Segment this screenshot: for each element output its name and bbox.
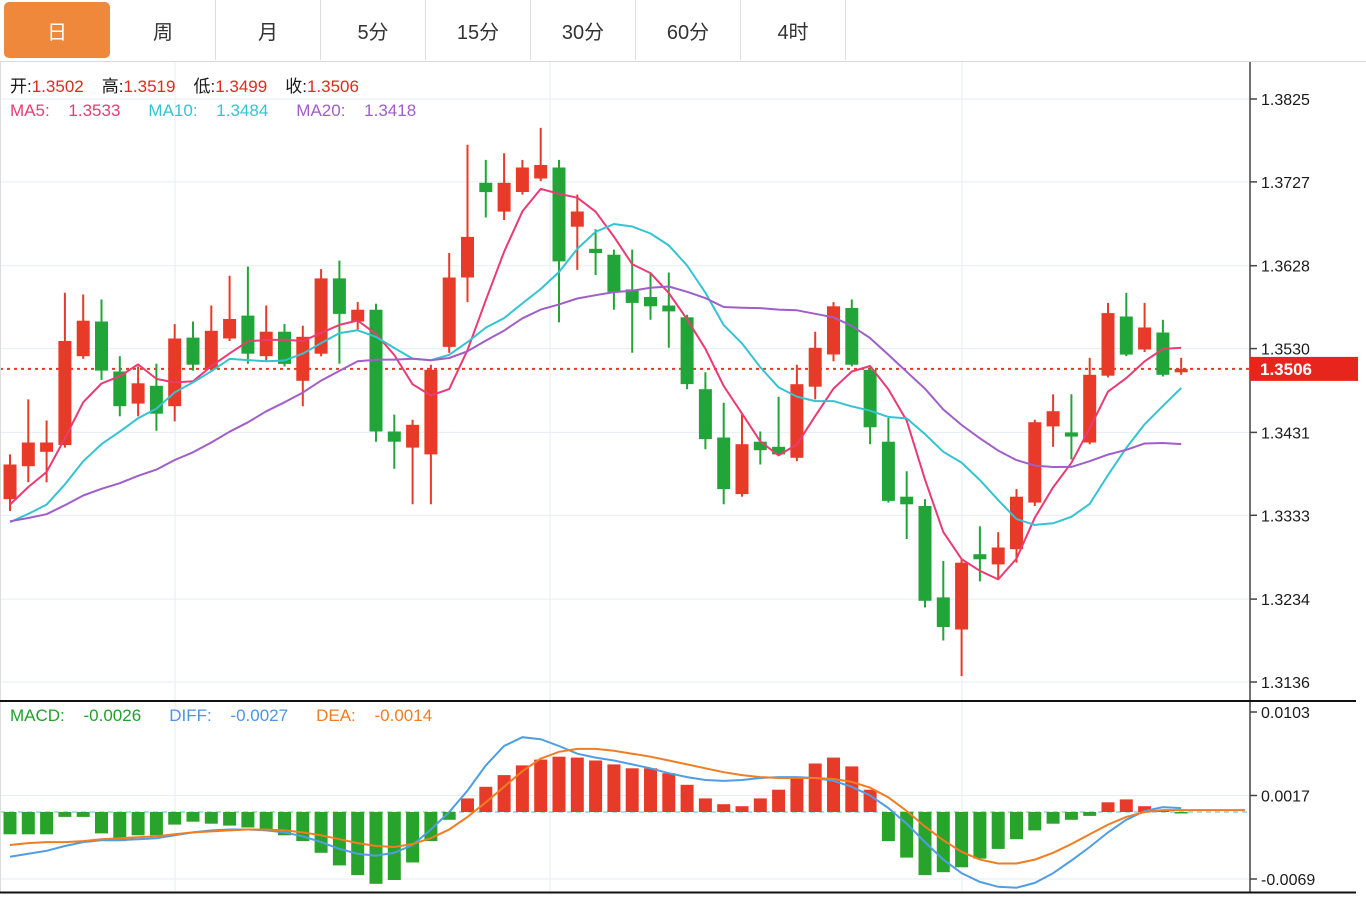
tab-5min[interactable]: 5分	[321, 0, 426, 60]
price-axis-label: 1.3333	[1261, 508, 1310, 525]
tab-day[interactable]: 日	[4, 2, 110, 58]
tab-week[interactable]: 周	[111, 0, 216, 60]
open-label: 开:	[10, 77, 32, 96]
macd-axis-label: 0.0103	[1261, 705, 1310, 722]
ma5-legend: MA5: 1.3533	[10, 101, 121, 120]
ma20-legend: MA20: 1.3418	[296, 101, 417, 120]
ma-legend: MA5: 1.3533 MA10: 1.3484 MA20: 1.3418	[10, 101, 444, 121]
last-price-badge: 1.3506	[1250, 356, 1358, 381]
close-label: 收:	[285, 77, 307, 96]
panel-borders	[0, 61, 1356, 894]
candlesticks	[3, 127, 1188, 677]
macd-axis-label: -0.0069	[1261, 872, 1315, 889]
ma10-legend: MA10: 1.3484	[148, 101, 269, 120]
macd-axis-label: 0.0017	[1261, 789, 1310, 806]
ohlc-legend: 开:1.3502 高:1.3519 低:1.3499 收:1.3506	[10, 72, 377, 97]
tab-month[interactable]: 月	[216, 0, 321, 60]
tab-30min[interactable]: 30分	[531, 0, 636, 60]
dea-value-legend: DEA: -0.0014	[316, 706, 433, 725]
gridlines	[0, 62, 1250, 891]
macd-axis: 0.0103 0.0017 -0.0069	[1250, 705, 1315, 889]
price-axis-label: 1.3530	[1261, 342, 1310, 359]
high-label: 高:	[101, 77, 124, 96]
low-value: 1.3499	[215, 77, 268, 96]
tab-60min[interactable]: 60分	[636, 0, 741, 60]
price-axis-label: 1.3825	[1261, 92, 1310, 109]
tab-4hour[interactable]: 4时	[741, 0, 846, 60]
dea-line	[9, 747, 1245, 865]
diff-value-legend: DIFF: -0.0027	[169, 706, 289, 725]
price-axis-label: 1.3628	[1261, 259, 1310, 276]
ma5-line	[9, 187, 1182, 581]
macd-value-legend: MACD: -0.0026	[10, 706, 142, 725]
macd-histogram	[3, 756, 1188, 884]
price-axis-label: 1.3727	[1261, 175, 1310, 192]
timeframe-tabbar: 日周月 5分 15分 30分 60分 4时	[0, 0, 1366, 62]
svg-text:1.3506: 1.3506	[1260, 360, 1312, 379]
price-axis: 1.3825 1.3727 1.3628 1.3530 1.3431 1.3333 1.32…	[1250, 92, 1310, 692]
open-value: 1.3502	[31, 77, 84, 96]
low-label: 低:	[193, 77, 216, 96]
price-axis-label: 1.3234	[1261, 592, 1310, 609]
high-value: 1.3519	[123, 77, 176, 96]
ma20-line	[9, 285, 1182, 523]
close-value: 1.3506	[306, 77, 359, 96]
price-axis-label: 1.3136	[1261, 675, 1310, 692]
ma10-line	[9, 223, 1182, 526]
macd-legend: MACD: -0.0026 DIFF: -0.0027 DEA: -0.0014	[10, 706, 460, 726]
tab-15min[interactable]: 15分	[426, 0, 531, 60]
price-axis-label: 1.3431	[1261, 425, 1310, 442]
